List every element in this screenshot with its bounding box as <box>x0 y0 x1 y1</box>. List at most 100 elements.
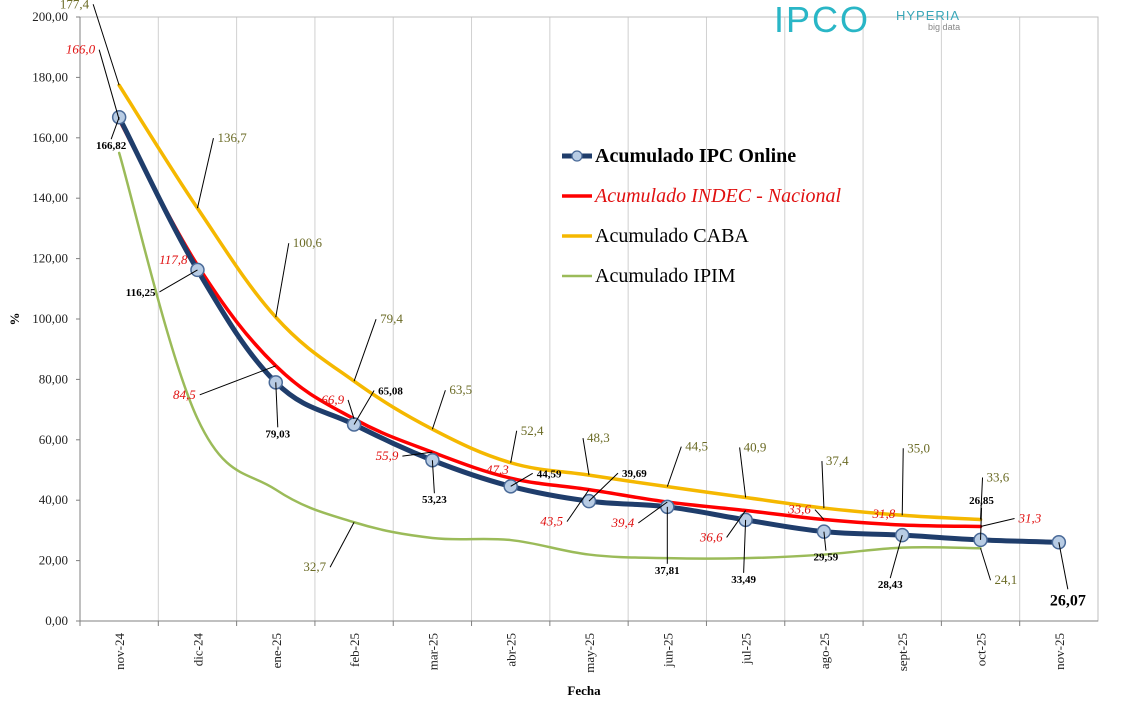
data-label-acumulado-caba: 35,0 <box>907 440 930 455</box>
data-label-acumulado-ipc-online: 53,23 <box>422 494 447 506</box>
y-tick-label: 120,00 <box>32 251 68 266</box>
label-leader-acumulado-ipc-online <box>889 535 903 579</box>
x-tick-label: feb-25 <box>347 633 362 667</box>
series-line-acumulado-indec-nacional <box>117 117 983 529</box>
label-leader-acumulado-caba <box>821 461 825 509</box>
data-label-acumulado-ipc-online: 26,85 <box>969 495 994 507</box>
label-leader-acumulado-indec-nacional <box>980 517 1015 527</box>
ipco-logo: IPCO <box>774 0 870 40</box>
data-label-acumulado-ipc-online: 33,49 <box>731 574 756 586</box>
label-leader-acumulado-caba <box>980 477 984 520</box>
data-label-acumulado-ipc-online: 44,59 <box>537 468 562 480</box>
y-tick-label: 140,00 <box>32 190 68 205</box>
label-leader-acumulado-caba <box>275 243 290 318</box>
hyperia-logo-text: HYPERIA <box>896 8 961 23</box>
ipco-logo-text: IPCO <box>774 0 871 40</box>
data-label-acumulado-indec-nacional: 117,8 <box>159 252 188 267</box>
label-leader-acumulado-indec-nacional <box>638 501 668 524</box>
label-leader-acumulado-ipc-online <box>588 472 619 502</box>
label-leader-acumulado-ipc-online <box>110 117 120 140</box>
data-label-acumulado-ipc-online: 116,25 <box>126 287 156 299</box>
data-label-acumulado-indec-nacional: 47,3 <box>486 462 509 477</box>
data-label-acumulado-caba: 37,4 <box>826 453 849 468</box>
x-tick-label: ene-25 <box>269 633 284 668</box>
y-tick-label: 20,00 <box>39 553 68 568</box>
data-label-acumulado-caba: 79,4 <box>380 311 403 326</box>
label-leader-acumulado-ipc-online <box>743 519 747 573</box>
data-label-acumulado-ipc-online: 26,07 <box>1050 592 1086 609</box>
label-leader-acumulado-caba <box>739 447 747 498</box>
label-leader-acumulado-caba <box>196 138 214 209</box>
label-leader-acumulado-indec-nacional <box>199 365 276 396</box>
data-label-acumulado-ipim: 32,7 <box>303 559 326 574</box>
data-label-acumulado-indec-nacional: 36,6 <box>699 529 723 544</box>
x-tick-label: ago-25 <box>817 633 832 669</box>
data-label-acumulado-caba: 52,4 <box>521 423 544 438</box>
x-tick-label: may-25 <box>582 633 597 673</box>
legend-label: Acumulado IPC Online <box>595 145 796 167</box>
data-label-acumulado-caba: 44,5 <box>685 439 708 454</box>
x-tick-label: abr-25 <box>504 633 519 667</box>
data-label-acumulado-indec-nacional: 84,5 <box>173 387 196 402</box>
legend-marker <box>571 150 583 162</box>
label-leader-acumulado-caba <box>666 446 682 487</box>
data-label-acumulado-ipc-online: 37,81 <box>655 565 680 577</box>
data-label-acumulado-ipc-online: 39,69 <box>622 468 647 480</box>
data-label-acumulado-caba: 100,6 <box>293 235 323 250</box>
hyperia-logo: HYPERIA big data <box>896 8 960 32</box>
label-leader-acumulado-caba <box>92 4 120 86</box>
y-tick-label: 60,00 <box>39 432 68 447</box>
label-leader-acumulado-indec-nacional <box>566 489 590 522</box>
y-tick-label: 100,00 <box>32 311 68 326</box>
data-label-acumulado-indec-nacional: 55,9 <box>376 448 399 463</box>
y-tick-label: 200,00 <box>32 9 68 24</box>
legend-label: Acumulado CABA <box>595 225 749 247</box>
data-label-acumulado-caba: 136,7 <box>217 130 247 145</box>
y-tick-label: 160,00 <box>32 130 68 145</box>
data-label-acumulado-ipim: 24,1 <box>995 572 1018 587</box>
series-line-acumulado-ipim <box>117 151 982 560</box>
label-leader-acumulado-ipc-online <box>159 269 198 293</box>
data-label-acumulado-caba: 63,5 <box>449 382 472 397</box>
data-label-acumulado-indec-nacional: 166,0 <box>66 42 96 57</box>
y-tick-label: 40,00 <box>39 492 68 507</box>
label-leader-acumulado-indec-nacional <box>98 49 120 120</box>
label-leader-acumulado-caba <box>901 448 904 516</box>
data-label-acumulado-caba: 48,3 <box>587 430 610 445</box>
x-axis-title: Fecha <box>567 683 601 698</box>
label-leader-acumulado-caba <box>582 438 590 476</box>
data-label-acumulado-caba: 33,6 <box>987 470 1010 485</box>
legend-label: Acumulado INDEC - Nacional <box>593 185 842 207</box>
label-leader-acumulado-ipc-online <box>980 507 983 540</box>
data-label-acumulado-ipc-online: 79,03 <box>265 428 290 440</box>
x-tick-label: nov-24 <box>112 633 127 670</box>
label-leader-acumulado-indec-nacional <box>347 399 355 420</box>
y-tick-label: 180,00 <box>32 69 68 84</box>
label-leader-acumulado-ipc-online <box>823 531 827 551</box>
series-line-acumulado-ipc-online <box>116 114 1062 545</box>
data-label-acumulado-indec-nacional: 31,3 <box>1018 510 1042 525</box>
label-leader-acumulado-ipim <box>329 522 355 568</box>
label-leader-acumulado-ipc-online <box>510 472 533 487</box>
x-tick-label: oct-25 <box>974 633 989 666</box>
y-tick-label: 0,00 <box>45 613 68 628</box>
x-tick-label: mar-25 <box>425 633 440 670</box>
label-leader-acumulado-ipc-online <box>353 390 375 425</box>
data-label-acumulado-indec-nacional: 31,8 <box>871 506 895 521</box>
x-tick-label: nov-25 <box>1052 633 1067 670</box>
label-leader-acumulado-caba <box>510 430 518 463</box>
label-leader-acumulado-indec-nacional <box>402 451 433 457</box>
data-label-acumulado-indec-nacional: 43,5 <box>540 514 563 529</box>
y-tick-label: 80,00 <box>39 371 68 386</box>
data-label-acumulado-caba: 177,4 <box>60 0 90 11</box>
data-label-acumulado-indec-nacional: 39,4 <box>611 515 635 530</box>
data-label-acumulado-indec-nacional: 66,9 <box>321 392 344 407</box>
label-leader-acumulado-ipim <box>980 548 992 581</box>
data-label-acumulado-ipc-online: 65,08 <box>378 385 403 397</box>
y-axis-title: % <box>7 313 22 326</box>
x-tick-label: jul-25 <box>739 633 754 665</box>
data-label-acumulado-caba: 40,9 <box>744 439 767 454</box>
data-label-acumulado-indec-nacional: 33,6 <box>787 502 811 517</box>
data-label-acumulado-ipc-online: 29,59 <box>814 552 839 564</box>
label-leader-acumulado-ipc-online <box>431 460 435 494</box>
